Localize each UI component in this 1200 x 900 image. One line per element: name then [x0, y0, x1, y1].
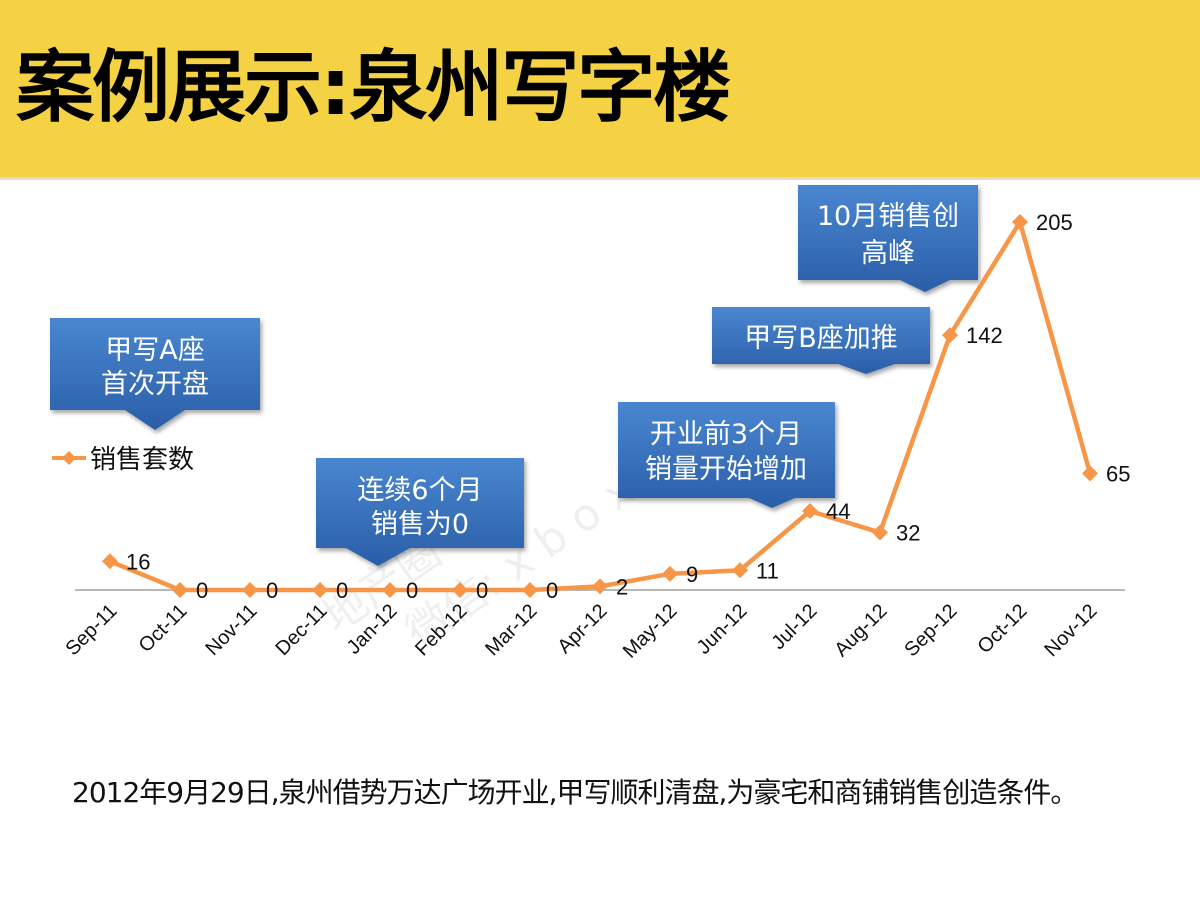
svg-text:销售套数: 销售套数 [90, 445, 194, 475]
sales-line-chart: 地产圈 微信: x b o x 2 0 1 甲写A座 首次开盘 连续6个月 销售… [50, 185, 1130, 663]
data-label: 2 [616, 574, 628, 599]
x-tick-label: Aug-12 [830, 600, 891, 661]
page-title: 案例展示:泉州写字楼 [16, 43, 731, 133]
data-point-marker [452, 582, 468, 598]
data-label: 11 [756, 558, 779, 583]
x-tick-label: May-12 [619, 600, 682, 663]
data-point-marker [172, 582, 188, 598]
data-point-marker [242, 582, 258, 598]
data-point-marker [872, 524, 888, 541]
footer-note: 2012年9月29日,泉州借势万达广场开业,甲写顺利清盘,为豪宅和商铺销售创造条… [72, 776, 1078, 809]
x-tick-label: Oct-11 [135, 600, 192, 657]
x-tick-label: Apr-12 [554, 600, 612, 658]
data-label: 9 [686, 562, 698, 587]
svg-text:首次开盘: 首次开盘 [101, 369, 209, 400]
series-sales-units: 16 0 0 0 0 0 0 2 9 11 44 32 142 205 65 [102, 210, 1130, 603]
chart-legend: 销售套数 [52, 445, 194, 475]
callout-a-tower-launch: 甲写A座 首次开盘 [50, 318, 260, 430]
data-label: 0 [266, 578, 278, 603]
data-point-marker [732, 562, 748, 579]
data-label: 16 [126, 549, 150, 574]
data-label: 205 [1036, 210, 1073, 235]
data-label: 0 [546, 578, 558, 603]
callout-six-months-zero: 连续6个月 销售为0 [316, 458, 524, 566]
x-tick-label: Nov-12 [1040, 600, 1101, 661]
data-label: 142 [966, 323, 1003, 348]
data-point-marker [102, 553, 118, 570]
x-tick-label: Dec-11 [271, 600, 331, 660]
title-banner: 案例展示:泉州写字楼 [0, 0, 1200, 180]
data-label: 0 [336, 578, 348, 603]
svg-text:销售为0: 销售为0 [371, 509, 469, 540]
data-point-marker [1082, 465, 1098, 482]
svg-text:高峰: 高峰 [861, 238, 915, 269]
data-label: 0 [406, 578, 418, 603]
data-point-marker [312, 582, 328, 598]
data-label: 0 [196, 578, 208, 603]
x-tick-label: Nov-11 [201, 600, 261, 660]
svg-text:10月销售创: 10月销售创 [817, 201, 959, 232]
x-tick-label: Sep-11 [61, 600, 121, 660]
x-tick-label: Sep-12 [900, 600, 961, 661]
callout-october-peak: 10月销售创 高峰 [798, 185, 978, 292]
svg-text:甲写A座: 甲写A座 [105, 335, 204, 366]
data-point-marker [662, 565, 678, 582]
data-label: 65 [1106, 461, 1130, 486]
callout-pre-opening: 开业前3个月 销量开始增加 [618, 402, 835, 508]
x-tick-label: Jun-12 [693, 600, 752, 659]
data-point-marker [592, 578, 608, 595]
svg-text:连续6个月: 连续6个月 [357, 475, 482, 506]
data-point-marker [382, 582, 398, 598]
data-label: 44 [826, 499, 850, 524]
data-point-marker [942, 327, 958, 344]
data-point-marker [802, 503, 818, 520]
svg-text:销量开始增加: 销量开始增加 [645, 454, 807, 485]
data-label: 32 [896, 521, 920, 546]
x-tick-label: Oct-12 [974, 600, 1032, 658]
svg-text:甲写B座加推: 甲写B座加推 [744, 323, 898, 354]
data-label: 0 [476, 578, 488, 603]
x-tick-label: Jul-12 [767, 600, 821, 654]
data-point-marker [1012, 214, 1028, 230]
callout-b-tower: 甲写B座加推 [712, 307, 930, 374]
svg-text:开业前3个月: 开业前3个月 [650, 419, 802, 450]
data-point-marker [522, 582, 538, 598]
x-axis-labels: Sep-11 Oct-11 Nov-11 Dec-11 Jan-12 Feb-12 Mar-… [61, 600, 1101, 663]
